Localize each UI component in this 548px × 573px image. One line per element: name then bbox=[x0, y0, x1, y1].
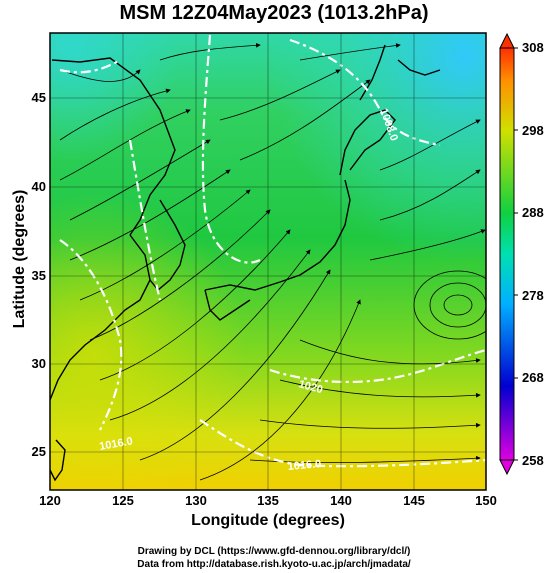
x-tick-label: 150 bbox=[475, 493, 497, 508]
colorbar-tick-label: 308 bbox=[522, 40, 544, 55]
isobar-label: 1016.0 bbox=[98, 435, 133, 453]
y-tick-label: 40 bbox=[31, 179, 46, 194]
y-tick-label: 45 bbox=[31, 90, 46, 105]
x-tick-label: 125 bbox=[112, 493, 134, 508]
plot-frame bbox=[49, 32, 487, 491]
y-tick-label: 25 bbox=[31, 444, 46, 459]
credit-data: Data from http://database.rish.kyoto-u.a… bbox=[137, 559, 411, 570]
credit-drawing: Drawing by DCL (https://www.gfd-dennou.o… bbox=[137, 546, 411, 557]
x-tick-label: 120 bbox=[39, 493, 61, 508]
colorbar-tick-label: 298 bbox=[522, 123, 544, 138]
colorbar bbox=[499, 32, 518, 476]
colorbar-min-arrow bbox=[499, 459, 515, 476]
x-tick-label: 140 bbox=[330, 493, 352, 508]
colorbar-tick-label: 258 bbox=[522, 453, 544, 468]
isobars bbox=[59, 34, 486, 468]
x-tick-label: 135 bbox=[257, 493, 279, 508]
y-axis-label: Latitude (degrees) bbox=[11, 189, 28, 329]
plot-area bbox=[50, 33, 486, 490]
y-tick-label: 35 bbox=[31, 268, 46, 283]
colorbar-tick-label: 278 bbox=[522, 288, 544, 303]
grid-lines bbox=[50, 33, 486, 490]
colorbar-tick-label: 268 bbox=[522, 370, 544, 385]
x-tick-label: 130 bbox=[185, 493, 207, 508]
map-title: MSM 12Z04May2023 (1013.2hPa) bbox=[119, 2, 429, 24]
x-tick-label: 145 bbox=[403, 493, 425, 508]
isobar-label: 1016.0 bbox=[287, 458, 322, 473]
colorbar-tick-label: 288 bbox=[522, 205, 544, 220]
y-tick-label: 30 bbox=[31, 356, 46, 371]
x-axis-label: Longitude (degrees) bbox=[191, 512, 345, 529]
colorbar-max-arrow bbox=[499, 32, 515, 49]
